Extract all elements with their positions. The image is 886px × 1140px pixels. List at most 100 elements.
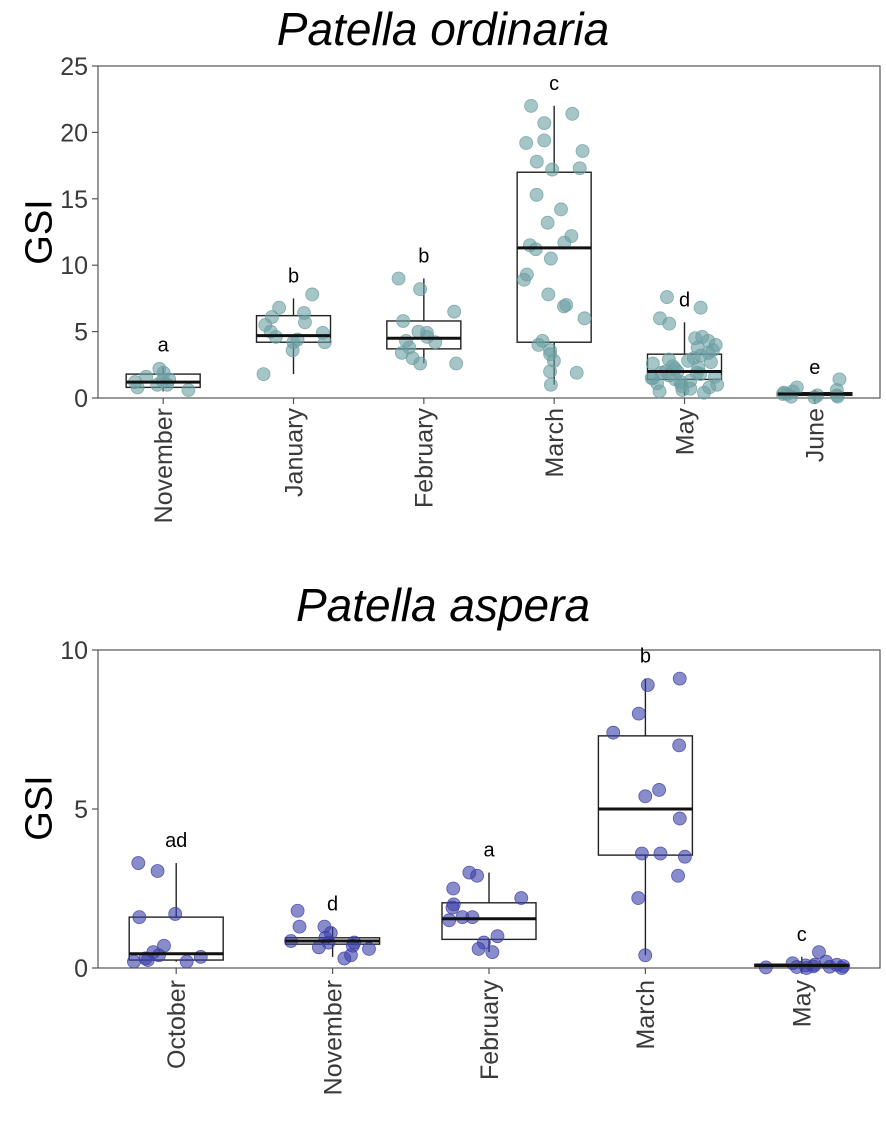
data-point — [179, 954, 194, 969]
significance-letter: e — [809, 357, 820, 379]
data-point — [337, 951, 352, 966]
data-point — [311, 940, 326, 955]
data-point — [638, 789, 653, 804]
data-point — [485, 945, 500, 959]
data-point — [681, 353, 696, 368]
significance-letter: b — [288, 265, 299, 287]
data-point — [305, 287, 320, 302]
data-point — [317, 335, 332, 350]
data-point — [675, 383, 690, 397]
data-point — [537, 116, 552, 131]
chart-title-aspera: Patella aspera — [295, 579, 591, 631]
x-tick-label-march: March — [541, 408, 569, 477]
significance-letter: b — [640, 646, 651, 668]
data-point — [140, 953, 155, 967]
data-point — [672, 738, 687, 753]
data-point — [693, 300, 708, 315]
plot-panel — [97, 65, 881, 399]
data-point — [541, 287, 556, 302]
data-point — [653, 846, 668, 861]
data-point — [447, 304, 462, 319]
data-point — [606, 725, 621, 740]
data-point — [290, 903, 305, 918]
data-point — [557, 299, 571, 314]
data-point — [446, 881, 461, 896]
data-point — [652, 384, 667, 399]
data-point — [445, 900, 460, 915]
y-tick-label: 5 — [74, 319, 88, 347]
data-point — [399, 333, 413, 348]
data-point — [529, 154, 544, 169]
data-point — [471, 942, 486, 956]
data-point — [543, 364, 557, 379]
data-point — [569, 365, 584, 380]
data-point — [490, 929, 505, 944]
x-tick-label-march: March — [632, 980, 660, 1049]
data-point — [812, 945, 826, 959]
significance-letter: b — [418, 245, 429, 267]
data-point — [362, 942, 376, 956]
data-point — [519, 136, 534, 150]
data-point — [292, 919, 307, 934]
data-point — [413, 282, 428, 297]
data-point — [449, 356, 464, 371]
significance-letter: a — [483, 840, 495, 862]
y-tick-label: 0 — [74, 955, 88, 983]
x-tick-label-june: June — [802, 408, 830, 462]
data-point — [575, 144, 590, 158]
data-point — [697, 385, 711, 400]
data-point — [678, 849, 692, 864]
x-tick-label-november: November — [319, 980, 347, 1095]
significance-letter: d — [327, 894, 338, 916]
data-point — [688, 331, 703, 346]
data-point — [150, 864, 165, 878]
data-point — [638, 948, 653, 963]
significance-letter: d — [679, 289, 690, 311]
data-point — [256, 367, 271, 381]
y-tick-label: 10 — [60, 252, 88, 280]
y-tick-label: 10 — [60, 637, 88, 665]
data-point — [465, 910, 480, 925]
data-point — [703, 355, 718, 370]
data-point — [543, 377, 558, 392]
data-point — [391, 271, 406, 286]
data-point — [672, 671, 687, 686]
significance-letter: a — [158, 334, 170, 356]
y-tick-label: 0 — [74, 385, 88, 413]
data-point — [517, 272, 531, 287]
data-point — [631, 891, 646, 905]
data-point — [640, 678, 655, 692]
data-point — [285, 343, 300, 358]
data-point — [529, 187, 544, 202]
y-tick-label: 20 — [60, 119, 88, 147]
y-axis-label: GSI — [18, 199, 60, 264]
data-point — [672, 811, 687, 826]
data-point — [470, 868, 485, 883]
x-tick-label-february: February — [411, 408, 439, 509]
data-point — [577, 311, 592, 326]
x-tick-label-february: February — [476, 980, 504, 1081]
data-point — [554, 202, 568, 217]
data-point — [127, 954, 141, 969]
x-tick-label-may: May — [789, 980, 817, 1028]
y-axis-label: GSI — [18, 775, 60, 840]
data-point — [572, 161, 587, 176]
chart-ordinaria: 0 5 10 15 20 25 GSI November a January b February b M… — [18, 53, 881, 523]
data-point — [834, 961, 849, 975]
chart-aspera: 0 5 10 GSI October ad November d February a March b… — [18, 637, 881, 1095]
data-point — [531, 337, 546, 352]
x-tick-label-january: January — [280, 408, 308, 497]
significance-letter: ad — [165, 830, 187, 852]
data-point — [540, 215, 555, 230]
x-tick-label-october: October — [163, 980, 191, 1069]
data-point — [661, 352, 676, 367]
chart-title-ordinaria: Patella ordinaria — [276, 3, 610, 55]
data-point — [405, 351, 420, 366]
data-point — [396, 314, 411, 328]
data-point — [634, 846, 649, 861]
data-point — [784, 389, 799, 404]
data-point — [168, 907, 183, 921]
significance-letter: c — [549, 73, 559, 95]
x-tick-label-november: November — [150, 408, 178, 523]
x-tick-label-may: May — [671, 408, 699, 456]
